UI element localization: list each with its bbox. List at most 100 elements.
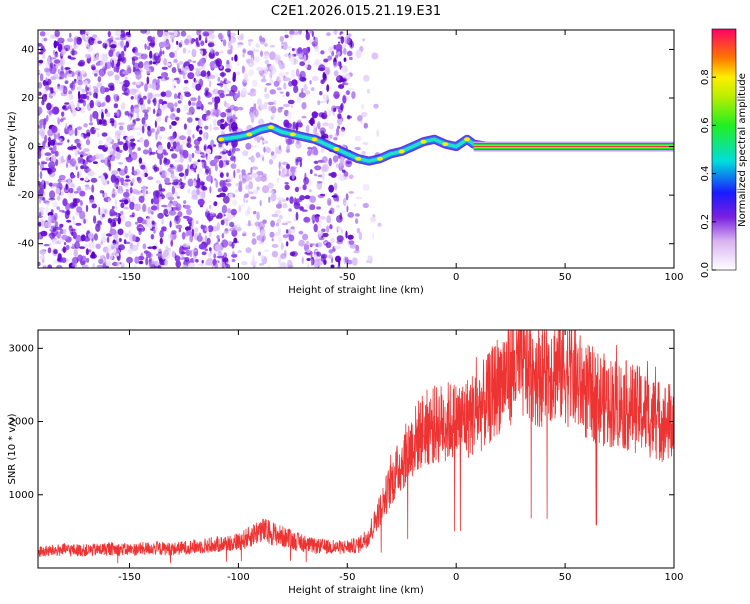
noise-speckle — [276, 177, 280, 184]
noise-speckle — [241, 260, 248, 266]
noise-speckle — [309, 169, 313, 175]
noise-speckle — [38, 150, 42, 159]
noise-speckle — [174, 116, 180, 121]
noise-speckle — [176, 196, 180, 199]
noise-speckle — [311, 214, 317, 223]
noise-speckle — [239, 174, 242, 182]
noise-speckle — [71, 257, 78, 266]
noise-speckle — [142, 243, 147, 250]
noise-speckle — [317, 51, 321, 55]
noise-speckle — [279, 77, 282, 81]
noise-speckle — [83, 123, 88, 128]
noise-speckle — [180, 39, 183, 45]
noise-speckle — [195, 220, 199, 225]
noise-speckle — [330, 237, 335, 244]
noise-speckle — [84, 53, 92, 59]
noise-speckle — [196, 186, 200, 196]
noise-speckle — [209, 186, 212, 194]
noise-speckle — [278, 170, 281, 176]
noise-speckle — [127, 248, 133, 255]
noise-speckle — [138, 56, 144, 59]
noise-speckle — [111, 59, 115, 69]
noise-speckle — [164, 177, 170, 184]
noise-speckle — [305, 124, 310, 134]
noise-speckle — [314, 37, 319, 46]
spectrogram-xtick-label: 50 — [559, 272, 572, 283]
noise-speckle — [161, 128, 165, 132]
noise-speckle — [174, 49, 178, 58]
noise-speckle — [147, 176, 154, 180]
noise-speckle — [326, 215, 332, 224]
noise-speckle — [180, 181, 183, 185]
noise-speckle — [322, 122, 329, 127]
noise-speckle — [319, 100, 327, 104]
noise-speckle — [120, 202, 125, 209]
noise-speckle — [76, 102, 80, 110]
noise-speckle — [102, 66, 106, 72]
noise-speckle — [49, 62, 54, 68]
noise-speckle — [48, 182, 53, 187]
noise-speckle — [183, 200, 187, 205]
noise-speckle — [64, 80, 69, 85]
noise-speckle — [188, 100, 192, 106]
noise-speckle — [262, 66, 269, 71]
noise-speckle — [295, 158, 299, 166]
noise-speckle — [207, 101, 213, 105]
noise-speckle — [182, 264, 188, 268]
noise-speckle — [317, 121, 321, 124]
noise-speckle — [175, 224, 183, 229]
noise-speckle — [141, 125, 145, 134]
noise-speckle — [80, 236, 84, 242]
noise-speckle — [144, 83, 148, 92]
noise-speckle — [217, 188, 223, 193]
noise-speckle — [351, 257, 358, 266]
noise-speckle — [85, 204, 89, 213]
noise-speckle — [120, 210, 124, 216]
noise-speckle — [301, 88, 304, 94]
noise-speckle — [242, 150, 249, 157]
noise-speckle — [215, 58, 222, 67]
noise-speckle — [38, 70, 41, 74]
noise-speckle — [44, 67, 50, 73]
noise-speckle — [299, 70, 306, 80]
noise-speckle — [231, 56, 234, 61]
noise-speckle — [269, 79, 273, 85]
noise-speckle — [340, 36, 345, 44]
snr-xtick-label: -50 — [339, 572, 355, 583]
noise-speckle — [124, 76, 128, 81]
noise-speckle — [73, 248, 78, 258]
noise-speckle — [141, 117, 146, 125]
noise-speckle — [108, 87, 115, 91]
noise-speckle — [117, 141, 124, 146]
noise-speckle — [179, 135, 186, 141]
noise-speckle — [162, 31, 170, 39]
noise-speckle — [113, 66, 117, 73]
noise-speckle — [277, 107, 283, 113]
noise-speckle — [251, 166, 259, 170]
noise-speckle — [271, 238, 274, 242]
noise-speckle — [326, 225, 330, 233]
noise-speckle — [182, 215, 190, 219]
noise-speckle — [115, 253, 120, 257]
noise-speckle — [39, 249, 46, 255]
noise-speckle — [171, 67, 177, 74]
noise-speckle — [138, 61, 144, 69]
noise-speckle — [106, 252, 110, 260]
noise-speckle — [307, 264, 310, 268]
noise-speckle — [65, 123, 68, 129]
noise-speckle — [197, 263, 205, 267]
noise-speckle — [114, 30, 122, 37]
noise-speckle — [70, 228, 76, 232]
noise-speckle — [278, 256, 282, 266]
noise-speckle — [273, 80, 280, 87]
noise-speckle — [67, 178, 71, 186]
noise-speckle — [346, 114, 351, 120]
noise-speckle — [77, 90, 81, 100]
noise-speckle — [184, 38, 190, 46]
noise-speckle — [259, 37, 266, 45]
noise-speckle — [201, 190, 206, 200]
noise-speckle — [283, 77, 291, 82]
noise-speckle — [360, 120, 363, 124]
noise-speckle — [91, 203, 97, 209]
noise-speckle — [267, 101, 275, 106]
